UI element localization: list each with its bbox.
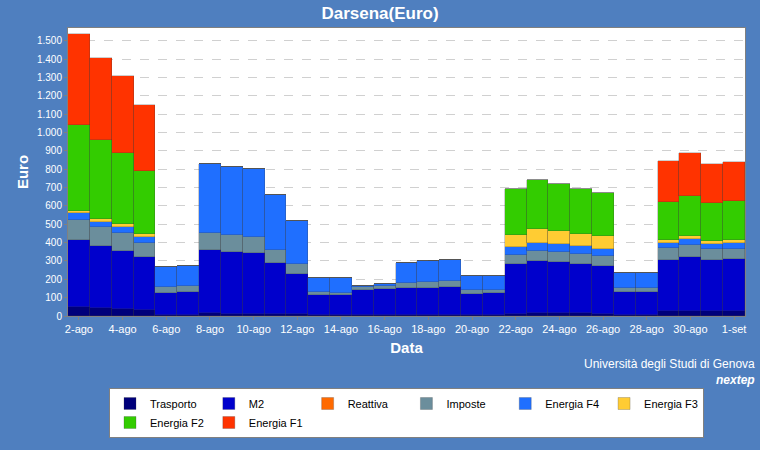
- svg-text:6-ago: 6-ago: [152, 323, 180, 335]
- svg-text:M2: M2: [249, 398, 264, 410]
- svg-text:400: 400: [45, 237, 62, 248]
- svg-text:1.500: 1.500: [37, 35, 62, 46]
- svg-text:0: 0: [56, 311, 62, 322]
- svg-text:300: 300: [45, 255, 62, 266]
- svg-text:10-ago: 10-ago: [236, 323, 270, 335]
- svg-text:16-ago: 16-ago: [368, 323, 402, 335]
- svg-text:1.400: 1.400: [37, 54, 62, 65]
- svg-text:200: 200: [45, 274, 62, 285]
- svg-text:30-ago: 30-ago: [673, 323, 707, 335]
- svg-text:Energia F3: Energia F3: [644, 398, 698, 410]
- svg-text:24-ago: 24-ago: [542, 323, 576, 335]
- svg-text:Data: Data: [390, 339, 423, 356]
- svg-text:Energia F4: Energia F4: [545, 398, 599, 410]
- svg-text:1-set: 1-set: [722, 323, 746, 335]
- svg-text:1.100: 1.100: [37, 109, 62, 120]
- svg-text:22-ago: 22-ago: [499, 323, 533, 335]
- svg-text:1.300: 1.300: [37, 72, 62, 83]
- svg-text:8-ago: 8-ago: [196, 323, 224, 335]
- svg-text:Università degli Studi di Geno: Università degli Studi di Genova: [584, 357, 755, 371]
- svg-text:4-ago: 4-ago: [109, 323, 137, 335]
- svg-text:800: 800: [45, 164, 62, 175]
- svg-text:500: 500: [45, 219, 62, 230]
- svg-text:18-ago: 18-ago: [411, 323, 445, 335]
- svg-text:1.200: 1.200: [37, 90, 62, 101]
- svg-text:2-ago: 2-ago: [65, 323, 93, 335]
- svg-text:100: 100: [45, 292, 62, 303]
- svg-text:Energia F1: Energia F1: [249, 417, 303, 429]
- svg-text:900: 900: [45, 145, 62, 156]
- svg-text:28-ago: 28-ago: [630, 323, 664, 335]
- svg-text:20-ago: 20-ago: [455, 323, 489, 335]
- svg-text:nextep: nextep: [716, 373, 755, 387]
- svg-text:14-ago: 14-ago: [324, 323, 358, 335]
- svg-text:26-ago: 26-ago: [586, 323, 620, 335]
- svg-text:Darsena(Euro): Darsena(Euro): [321, 4, 438, 23]
- svg-text:Trasporto: Trasporto: [150, 398, 197, 410]
- svg-text:Reattiva: Reattiva: [348, 398, 389, 410]
- svg-text:12-ago: 12-ago: [280, 323, 314, 335]
- svg-text:Energia F2: Energia F2: [150, 417, 204, 429]
- svg-text:700: 700: [45, 182, 62, 193]
- svg-text:Imposte: Imposte: [446, 398, 485, 410]
- svg-text:1.000: 1.000: [37, 127, 62, 138]
- svg-text:Euro: Euro: [14, 155, 31, 189]
- svg-text:600: 600: [45, 200, 62, 211]
